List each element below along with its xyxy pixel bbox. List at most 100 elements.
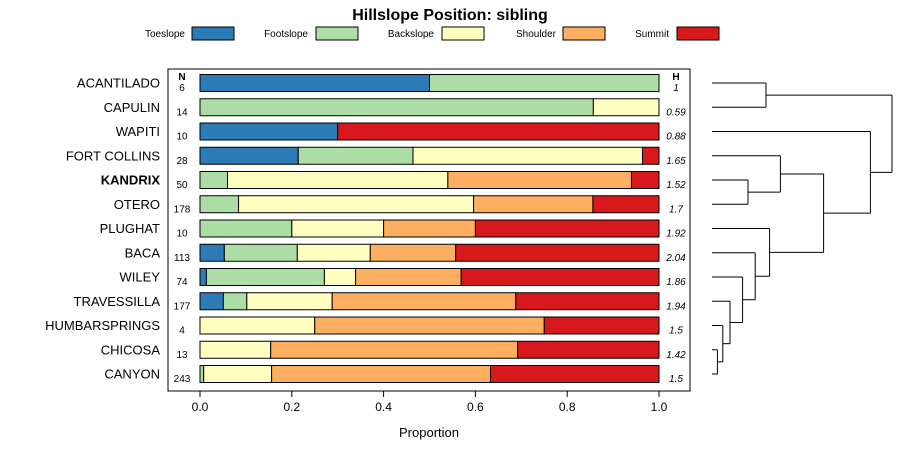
n-value-kandrix: 50 (176, 180, 188, 191)
dendrogram-merge (766, 94, 893, 173)
bar-segment-plughat-footslope (199, 219, 293, 238)
h-column-header: H (672, 72, 679, 83)
x-axis-title: Proportion (399, 425, 459, 440)
n-value-capulin: 14 (176, 107, 188, 118)
bar-segment-plughat-shoulder (383, 219, 476, 238)
bar-segment-baca-shoulder (369, 243, 457, 262)
h-value-plughat: 1.92 (666, 229, 686, 240)
x-tick-label: 0.8 (559, 400, 576, 414)
bar-segment-kandrix-summit (630, 171, 660, 189)
bar-segment-chicosa-backslope (199, 340, 272, 359)
bar-segment-plughat-backslope (291, 219, 385, 238)
bar-segment-chicosa-summit (517, 340, 660, 359)
soil-label-fort-collins: FORT COLLINS (66, 148, 160, 163)
legend: Toeslope Footslope Backslope Shoulder Summit (145, 26, 720, 41)
bar-segment-kandrix-backslope (227, 171, 449, 189)
bar-segment-acantilado-footslope (429, 74, 660, 92)
n-value-canyon: 243 (174, 374, 191, 385)
dendrogram-merge (712, 349, 718, 375)
h-value-travessilla: 1.94 (666, 301, 686, 312)
h-value-otero: 1.7 (669, 204, 683, 215)
n-column-header: N (178, 72, 185, 83)
h-value-wapiti: 0.88 (666, 132, 686, 143)
bar-segment-humbarsprings-backslope (199, 316, 316, 335)
dendrogram-merge (712, 252, 756, 301)
dendrogram (712, 82, 893, 375)
x-tick-label: 0.6 (467, 400, 484, 414)
n-value-chicosa: 13 (176, 350, 188, 361)
soil-label-canyon: CANYON (104, 367, 160, 382)
dendrogram-merge (712, 131, 871, 214)
soil-label-plughat: PLUGHAT (100, 221, 160, 236)
bar-segment-travessilla-shoulder (331, 292, 517, 311)
chart-title: Hillslope Position: sibling (352, 7, 548, 24)
n-value-acantilado: 6 (179, 83, 185, 94)
bar-segment-wiley-backslope (323, 268, 357, 286)
soil-label-wiley: WILEY (120, 270, 161, 285)
legend-label-toeslope: Toeslope (145, 29, 185, 40)
bar-segment-otero-shoulder (473, 195, 594, 214)
bar-segment-otero-summit (592, 195, 660, 214)
n-value-plughat: 10 (176, 229, 188, 240)
h-value-acantilado: 1 (673, 83, 679, 94)
bar-segment-kandrix-shoulder (447, 171, 632, 189)
soil-label-capulin: CAPULIN (104, 100, 160, 115)
legend-swatch-footslope (315, 26, 359, 41)
bar-segment-otero-footslope (199, 195, 240, 214)
dendrogram-merge (712, 276, 744, 323)
legend-swatch-backslope (441, 26, 485, 41)
x-tick-label: 0.0 (192, 400, 209, 414)
bar-segment-wapiti-summit (337, 122, 660, 141)
bar-segment-baca-backslope (296, 243, 371, 262)
h-value-fort-collins: 1.65 (666, 156, 686, 167)
bar-segment-wiley-toeslope (199, 268, 207, 286)
soil-label-acantilado: ACANTILADO (77, 76, 160, 91)
bar-segment-canyon-footslope (199, 365, 205, 383)
plot-frame (167, 68, 691, 392)
bar-segment-fort-collins-backslope (412, 146, 643, 165)
bar-segment-humbarsprings-summit (543, 316, 660, 335)
legend-label-footslope: Footslope (264, 29, 308, 40)
bar-segment-fort-collins-summit (641, 146, 660, 165)
h-value-humbarsprings: 1.5 (669, 326, 683, 337)
bar-segment-wiley-summit (460, 268, 660, 286)
bar-segment-canyon-backslope (203, 365, 273, 383)
bar-segment-humbarsprings-shoulder (314, 316, 545, 335)
bar-segment-baca-summit (455, 243, 660, 262)
x-tick-label: 0.4 (375, 400, 392, 414)
bar-segment-canyon-shoulder (271, 365, 492, 383)
bar-segment-travessilla-toeslope (199, 292, 224, 311)
dendrogram-merge (712, 300, 731, 345)
bar-segment-travessilla-summit (515, 292, 660, 311)
bar-segment-kandrix-footslope (199, 171, 229, 189)
x-tick-label: 0.2 (283, 400, 300, 414)
n-value-fort-collins: 28 (176, 156, 188, 167)
h-value-capulin: 0.59 (666, 107, 686, 118)
bar-segment-baca-toeslope (199, 243, 225, 262)
h-value-wiley: 1.86 (666, 277, 686, 288)
bar-segment-wapiti-toeslope (199, 122, 339, 141)
legend-swatch-toeslope (191, 26, 235, 41)
soil-label-wapiti: WAPITI (116, 124, 160, 139)
soil-label-chicosa: CHICOSA (101, 342, 161, 357)
bar-segment-canyon-summit (490, 365, 660, 383)
bar-segment-fort-collins-footslope (297, 146, 414, 165)
bar-segment-chicosa-shoulder (270, 340, 519, 359)
n-value-otero: 178 (174, 204, 191, 215)
bar-segment-travessilla-backslope (246, 292, 333, 311)
soil-label-baca: BACA (125, 245, 161, 260)
dendrogram-merge (769, 173, 825, 253)
soil-label-otero: OTERO (114, 197, 160, 212)
plot-area: N H ACANTILADO 6 1 CAPULIN 14 0.59 WAPITI 10 0.8… (45, 68, 691, 392)
bar-segment-wiley-shoulder (355, 268, 462, 286)
x-tick-label: 1.0 (651, 400, 668, 414)
bar-segment-plughat-summit (474, 219, 660, 238)
bar-segment-capulin-backslope (592, 98, 660, 117)
h-value-canyon: 1.5 (669, 374, 683, 385)
soil-label-travessilla: TRAVESSILLA (74, 294, 161, 309)
legend-label-backslope: Backslope (388, 29, 435, 40)
bar-segment-baca-footslope (223, 243, 298, 262)
legend-swatch-shoulder (562, 26, 606, 41)
h-value-chicosa: 1.42 (666, 350, 686, 361)
